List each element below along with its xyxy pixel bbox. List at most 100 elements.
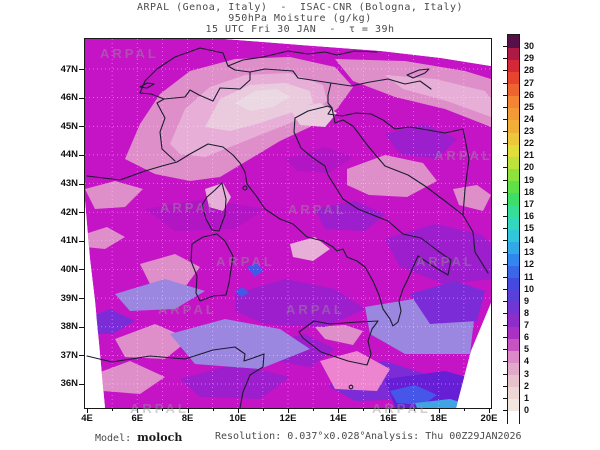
title-block: ARPAL (Genoa, Italy) - ISAC-CNR (Bologna… (0, 2, 600, 35)
colorbar-segment (508, 192, 519, 206)
lat-tick (79, 326, 84, 328)
colorbar-label: 1 (524, 392, 530, 403)
border-balkans (327, 107, 470, 216)
colorbar-tick (503, 106, 507, 108)
colorbar-label: 30 (524, 41, 535, 52)
lat-label: 40N (60, 263, 78, 275)
lat-label: 45N (60, 120, 78, 132)
lat-label: 47N (60, 63, 78, 75)
colorbar-tick (503, 82, 507, 84)
lat-label: 38N (60, 321, 78, 333)
colorbar-label: 19 (524, 174, 535, 185)
colorbar-label: 13 (524, 247, 535, 258)
lon-tick (187, 408, 189, 413)
colorbar-tick (503, 46, 507, 48)
lon-tick (212, 408, 214, 411)
lon-label: 10E (229, 413, 247, 424)
lat-label: 41N (60, 235, 78, 247)
colorbar-tick (503, 155, 507, 157)
border-austria-slovenia (330, 78, 432, 90)
lon-tick (87, 408, 88, 413)
colorbar-label: 3 (524, 368, 530, 379)
coast-corsica (201, 182, 227, 232)
colorbar-label: 6 (524, 332, 530, 343)
lat-label: 44N (60, 149, 78, 161)
field-regions (85, 57, 491, 408)
lat-tick (79, 269, 84, 271)
colorbar-segment (508, 216, 519, 230)
colorbar-segment (508, 156, 519, 169)
colorbar-tick (503, 94, 507, 96)
colorbar-label: 7 (524, 320, 530, 330)
coast-africa (86, 346, 265, 408)
colorbar-tick (503, 58, 507, 60)
coast-sardinia (190, 233, 234, 302)
colorbar-segment (508, 265, 519, 278)
lon-tick (313, 408, 315, 411)
colorbar-tick (503, 276, 507, 278)
colorbar-segment (508, 144, 519, 157)
colorbar-segment (508, 410, 519, 424)
lat-label: 37N (60, 349, 78, 361)
colorbar-tick (503, 179, 507, 181)
colorbar-label: 18 (524, 186, 535, 197)
lon-tick (363, 408, 365, 411)
border-austria-north (227, 50, 378, 67)
colorbar-segment (508, 241, 519, 254)
island-malta (348, 384, 354, 390)
lon-label: 8E (181, 413, 194, 424)
colorbar-label: 12 (524, 259, 535, 270)
lat-tick (79, 97, 84, 99)
lon-tick (112, 408, 114, 411)
border-switzerland-italy (163, 71, 251, 102)
colorbar-segment (508, 253, 519, 266)
lon-tick (338, 408, 340, 413)
colorbar-tick (503, 409, 507, 411)
lon-tick (237, 408, 239, 413)
colorbar-segment (508, 47, 519, 60)
lat-tick (79, 298, 84, 300)
coastlines (86, 47, 489, 408)
map-frame (84, 38, 492, 409)
colorbar-tick (503, 215, 507, 217)
colorbar-label: 27 (524, 77, 535, 88)
colorbar-segment (508, 398, 519, 412)
colorbar-segment (508, 350, 519, 363)
colorbar-segment (508, 362, 519, 375)
colorbar-label: 10 (524, 283, 535, 294)
lon-tick (137, 408, 139, 413)
colorbar-tick (503, 300, 507, 302)
colorbar-segment (508, 71, 519, 84)
colorbar-segment (508, 374, 519, 388)
lat-label: 43N (60, 178, 78, 190)
colorbar-tick (503, 228, 507, 229)
model-label: Model: (95, 433, 138, 444)
colorbar-tick (503, 131, 507, 132)
model-info: Model: moloch (95, 431, 182, 444)
lon-tick (438, 408, 440, 413)
colorbar-tick (503, 385, 507, 387)
analysis-info: Analysis: Thu 00Z29JAN2026 (365, 431, 522, 442)
lake-balaton (406, 68, 430, 79)
title-line-1: ARPAL (Genoa, Italy) - ISAC-CNR (Bologna… (136, 2, 464, 13)
colorbar-label: 25 (524, 101, 535, 112)
lon-label: 18E (430, 413, 448, 424)
lat-label: 36N (60, 378, 78, 390)
colorbar-segment (508, 107, 519, 121)
colorbar-label: 24 (524, 113, 535, 124)
analysis-value: Thu 00Z29JAN2026 (425, 431, 522, 442)
colorbar-tick (503, 361, 507, 363)
lat-tick (79, 183, 84, 185)
colorbar-tick (503, 373, 507, 375)
lake-geneva (139, 82, 155, 89)
island-elba (242, 185, 248, 191)
colorbar-segment (508, 313, 519, 327)
colorbar-tick (503, 240, 507, 242)
colorbar-segment (508, 83, 519, 97)
colorbar-label: 28 (524, 65, 535, 76)
colorbar-segment (508, 59, 519, 72)
colorbar-label: 2 (524, 380, 530, 391)
colorbar-label: 26 (524, 89, 535, 100)
colorbar-segment (508, 301, 519, 315)
